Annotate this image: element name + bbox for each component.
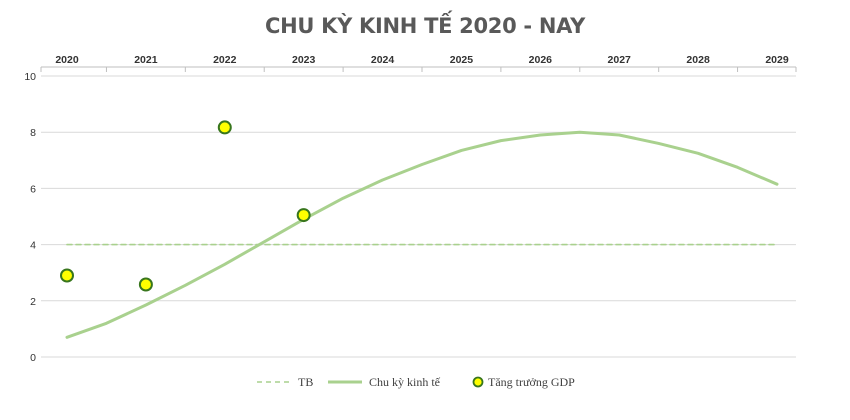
legend-swatch-gdp: [472, 376, 484, 388]
x-tick-label: 2020: [55, 54, 79, 66]
legend-label: Chu kỳ kinh tế: [369, 375, 441, 389]
x-tick-label: 2024: [371, 54, 395, 66]
y-tick-label: 0: [30, 352, 36, 364]
x-tick-label: 2021: [134, 54, 158, 66]
x-tick-label: 2023: [292, 54, 316, 66]
y-tick-label: 6: [30, 183, 36, 195]
x-tick-label: 2025: [450, 54, 474, 66]
cycle-line: [65, 130, 779, 339]
grid-lines: [41, 75, 796, 358]
gdp-point: [60, 268, 74, 283]
y-tick-label: 10: [24, 71, 36, 83]
chart-title: CHU KỲ KINH TẾ 2020 - NAY: [265, 14, 585, 38]
x-tick-label: 2022: [213, 54, 237, 66]
legend-label: Tăng trưởng GDP: [488, 375, 575, 389]
series-layer: [60, 120, 779, 339]
y-axis-ticks: 0 2 4 6 8 10: [24, 71, 36, 364]
legend: TB Chu kỳ kinh tế Tăng trưởng GDP: [257, 375, 575, 389]
x-axis-ticks: 2020 2021 2022 2023 2024 2025 2026 2027 2028 2029: [40, 54, 797, 72]
gdp-point: [296, 208, 311, 223]
legend-label: TB: [298, 375, 313, 389]
y-tick-label: 2: [30, 296, 36, 308]
y-tick-label: 8: [30, 127, 36, 139]
x-tick-label: 2026: [529, 54, 553, 66]
gdp-point: [138, 277, 153, 292]
y-tick-label: 4: [30, 240, 36, 252]
gdp-point: [217, 120, 232, 135]
x-tick-label: 2028: [686, 54, 710, 66]
x-tick-label: 2027: [608, 54, 632, 66]
x-tick-label: 2029: [765, 54, 789, 66]
